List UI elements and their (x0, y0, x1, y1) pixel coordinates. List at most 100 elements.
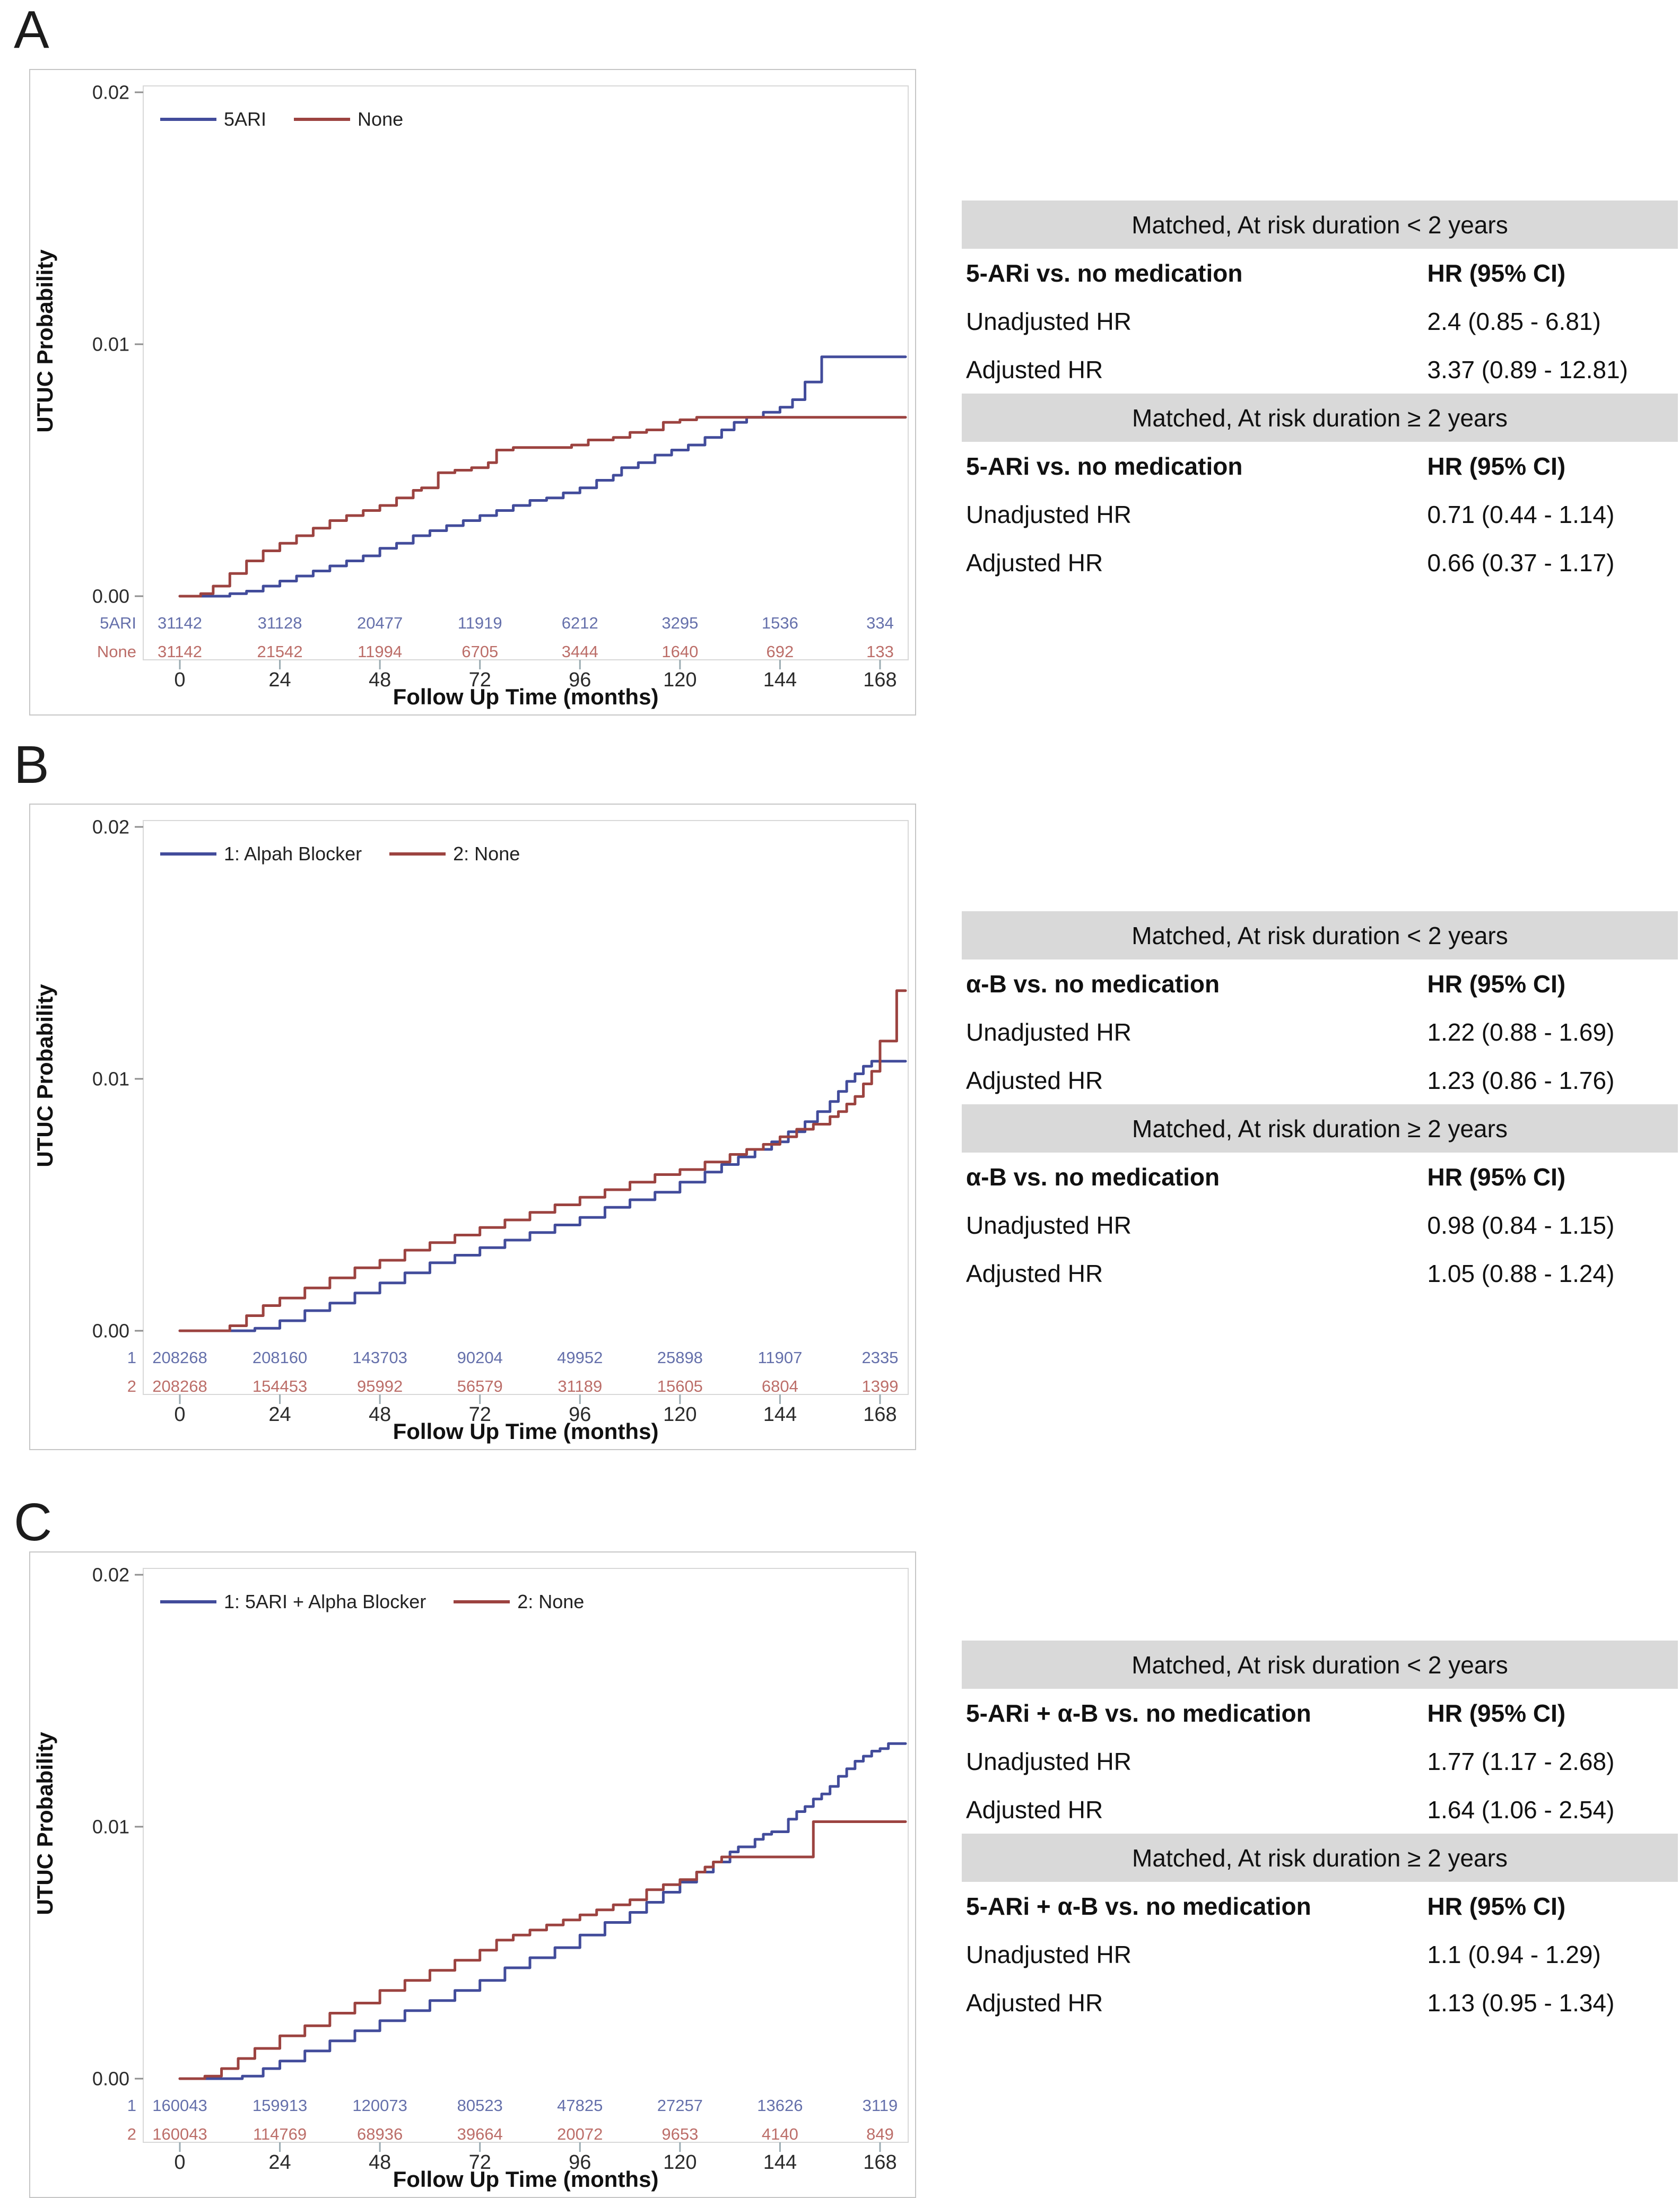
at-risk-value: 11994 (358, 642, 402, 661)
y-tick-label: 0.01 (92, 334, 129, 355)
chart-panel-b: 0.00 0.01 0.02 0 24 48 72 96 120 144 168 1 208268 208… (29, 804, 916, 1450)
series-line-swatch (160, 852, 216, 856)
legend-item: 5ARI (160, 108, 266, 130)
row-label: Unadjusted HR (966, 500, 1131, 528)
x-tick-label: 0 (174, 2151, 185, 2174)
row-label: Unadjusted HR (966, 307, 1131, 335)
series-line-swatch (389, 852, 446, 856)
at-risk-row-label: 1 (127, 1348, 136, 1367)
at-risk-value: 154453 (253, 1377, 307, 1395)
at-risk-value: 6705 (462, 642, 498, 661)
series-line (178, 1060, 907, 1332)
panel-letter-c: C (14, 1493, 53, 1552)
series-line (178, 989, 907, 1332)
panel-letter-b: B (14, 735, 49, 795)
at-risk-value: 68936 (357, 2125, 403, 2143)
row-label: Adjusted HR (966, 355, 1103, 383)
x-axis-label: Follow Up Time (months) (393, 684, 659, 709)
row-label: 5-ARi vs. no medication (966, 452, 1243, 480)
at-risk-value: 143703 (352, 1348, 407, 1367)
plot-area-border (143, 820, 909, 1395)
table-column-header-row: 5-ARi vs. no medication HR (95% CI) (962, 442, 1678, 490)
table-data-row: Adjusted HR 1.13 (0.95 - 1.34) (962, 1978, 1678, 2027)
at-risk-value: 6804 (762, 1377, 798, 1395)
row-label: Adjusted HR (966, 1988, 1103, 2017)
at-risk-value: 208268 (152, 1348, 207, 1367)
at-risk-value: 56579 (457, 1377, 503, 1395)
table-data-row: Unadjusted HR 1.77 (1.17 - 2.68) (962, 1737, 1678, 1785)
row-value: 1.23 (0.86 - 1.76) (1427, 1066, 1615, 1094)
series-line (178, 355, 907, 598)
row-value: 0.71 (0.44 - 1.14) (1427, 500, 1615, 528)
row-label: Unadjusted HR (966, 1747, 1131, 1775)
at-risk-value: 160043 (152, 2125, 207, 2143)
table-data-row: Unadjusted HR 0.71 (0.44 - 1.14) (962, 490, 1678, 538)
panel-letter-a: A (14, 0, 49, 59)
x-axis-label: Follow Up Time (months) (393, 2167, 659, 2192)
legend-label: 1: Alpah Blocker (224, 843, 362, 865)
table-column-header-row: 5-ARi + α-B vs. no medication HR (95% CI) (962, 1689, 1678, 1737)
x-tick-label: 24 (268, 1403, 291, 1426)
at-risk-value: 849 (866, 2125, 894, 2143)
row-value: 1.13 (0.95 - 1.34) (1427, 1988, 1615, 2017)
at-risk-value: 20477 (357, 614, 403, 632)
at-risk-value: 160043 (152, 2096, 207, 2115)
at-risk-value: 4140 (762, 2125, 798, 2143)
table-data-row: Unadjusted HR 2.4 (0.85 - 6.81) (962, 297, 1678, 345)
table-section-header: Matched, At risk duration ≥ 2 years (962, 1104, 1678, 1153)
x-tick-label: 48 (369, 669, 391, 691)
at-risk-value: 159913 (253, 2096, 307, 2115)
plot-area-border (143, 1568, 909, 2143)
legend-item: None (294, 108, 403, 130)
row-value: 1.64 (1.06 - 2.54) (1427, 1795, 1615, 1824)
row-value: 1.77 (1.17 - 2.68) (1427, 1747, 1615, 1775)
table-section-header: Matched, At risk duration ≥ 2 years (962, 1834, 1678, 1882)
x-tick-label: 144 (763, 2151, 797, 2174)
row-label: Unadjusted HR (966, 1211, 1131, 1239)
at-risk-row-label: None (97, 642, 136, 661)
legend-c: 1: 5ARI + Alpha Blocker 2: None (160, 1591, 584, 1613)
row-value: 3.37 (0.89 - 12.81) (1427, 355, 1628, 383)
plot-area-border (143, 85, 909, 660)
table-section-header: Matched, At risk duration < 2 years (962, 1641, 1678, 1689)
row-value: 2.4 (0.85 - 6.81) (1427, 307, 1601, 335)
y-tick-label: 0.00 (92, 586, 129, 607)
y-axis-label: UTUC Probability (32, 249, 57, 433)
km-chart-a: 0.00 0.01 0.02 0 24 48 72 96 120 144 168 5ARI 31142 3… (32, 82, 909, 709)
at-risk-value: 11919 (458, 614, 502, 632)
row-label: 5-ARi vs. no medication (966, 259, 1243, 287)
x-tick-label: 168 (863, 669, 896, 691)
row-value: HR (95% CI) (1427, 1892, 1566, 1920)
y-axis-label: UTUC Probability (32, 984, 57, 1167)
at-risk-value: 11907 (758, 1348, 802, 1367)
x-tick-label: 72 (469, 1403, 491, 1426)
row-label: 5-ARi + α-B vs. no medication (966, 1699, 1311, 1727)
at-risk-value: 692 (767, 642, 794, 661)
row-label: α-B vs. no medication (966, 970, 1220, 998)
row-label: Adjusted HR (966, 548, 1103, 577)
at-risk-value: 1640 (661, 642, 698, 661)
hr-table-b: Matched, At risk duration < 2 years α-B v… (962, 911, 1678, 1297)
at-risk-value: 31189 (558, 1377, 602, 1395)
x-tick-label: 72 (469, 2151, 491, 2174)
row-value: HR (95% CI) (1427, 1699, 1566, 1727)
legend-label: 1: 5ARI + Alpha Blocker (224, 1591, 426, 1612)
y-axis-label: UTUC Probability (32, 1732, 57, 1915)
x-tick-label: 48 (369, 2151, 391, 2174)
row-value: HR (95% CI) (1427, 1163, 1566, 1191)
table-data-row: Unadjusted HR 0.98 (0.84 - 1.15) (962, 1201, 1678, 1249)
at-risk-value: 3295 (661, 614, 698, 632)
table-section-header: Matched, At risk duration < 2 years (962, 200, 1678, 249)
at-risk-row-label: 2 (127, 1377, 136, 1395)
at-risk-value: 6212 (562, 614, 598, 632)
row-value: 0.66 (0.37 - 1.17) (1427, 548, 1615, 577)
legend-label: None (358, 108, 404, 130)
at-risk-row-label: 5ARI (100, 614, 136, 632)
km-chart-b: 0.00 0.01 0.02 0 24 48 72 96 120 144 168 1 208268 208… (32, 816, 909, 1444)
x-tick-label: 168 (863, 1403, 896, 1426)
x-tick-label: 96 (569, 669, 591, 691)
table-column-header-row: α-B vs. no medication HR (95% CI) (962, 960, 1678, 1008)
series-line-swatch (160, 118, 216, 121)
row-label: Adjusted HR (966, 1066, 1103, 1094)
x-tick-label: 144 (763, 1403, 797, 1426)
